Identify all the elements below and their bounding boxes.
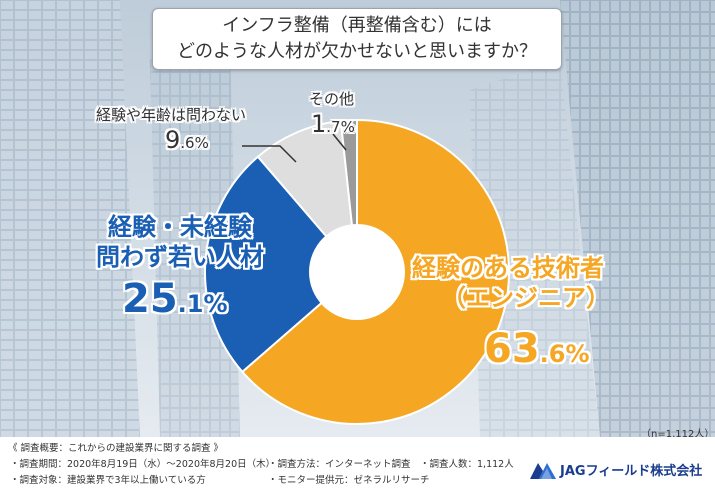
- pct-experienced-engineer: 63.6%: [484, 326, 590, 372]
- footer-period: ・調査期間：2020年8月19日（水）〜2020年8月20日（木）: [10, 459, 276, 470]
- footer-count: ・調査人数：1,112人: [420, 459, 514, 470]
- pct-other-int: 1: [311, 110, 327, 138]
- label-young-talent: 経験・未経験 問わず若い人材: [96, 212, 264, 272]
- pct-young-talent-dec: .1%: [177, 290, 228, 318]
- pct-young-talent: 25.1%: [122, 276, 228, 322]
- title-line-2: どのような人材が欠かせないと思いますか？: [177, 41, 537, 62]
- footer-heading: 《 調査概要：これからの建設業界に関する調査 》: [8, 443, 224, 454]
- jag-logo-icon: [530, 463, 556, 479]
- survey-footer: 《 調査概要：これからの建設業界に関する調査 》 ・調査期間：2020年8月19…: [0, 437, 715, 497]
- company-logo: JAGフィールド株式会社: [530, 459, 702, 479]
- pct-experienced-engineer-dec: .6%: [539, 340, 590, 368]
- slice-young-talent: [204, 155, 359, 374]
- pct-other-dec: .7%: [326, 118, 355, 136]
- leader-line-other: [332, 133, 347, 151]
- label-young-talent-line1: 経験・未経験: [108, 213, 252, 241]
- footer-target: ・調査対象：建設業界で3年以上働いている方: [10, 475, 206, 486]
- sample-size: （n=1,112人）: [641, 429, 715, 440]
- label-young-talent-line2: 問わず若い人材: [96, 243, 264, 271]
- donut-hole: [309, 224, 405, 320]
- label-no-requirement: 経験や年齢は問わない: [96, 106, 247, 124]
- footer-method: ・調査方法：インターネット調査: [268, 459, 411, 470]
- pct-other: 1.7%: [311, 110, 355, 138]
- label-experienced-engineer: 経験のある技術者 （エンジニア）: [412, 253, 610, 313]
- label-experienced-engineer-line2: （エンジニア）: [442, 284, 610, 312]
- pct-young-talent-int: 25: [122, 276, 178, 322]
- pct-experienced-engineer-int: 63: [484, 326, 540, 372]
- pct-no-requirement: 9.6%: [165, 126, 209, 154]
- pct-no-requirement-dec: .6%: [180, 134, 209, 152]
- label-experienced-engineer-line1: 経験のある技術者: [412, 254, 604, 282]
- footer-provider: ・モニター提供元：ゼネラルリサーチ: [268, 475, 430, 486]
- chart-title: インフラ整備（再整備含む）には どのような人材が欠かせないと思いますか？: [152, 8, 562, 70]
- company-name: JAGフィールド株式会社: [560, 463, 703, 479]
- label-other: その他: [309, 90, 355, 108]
- pct-no-requirement-int: 9: [165, 126, 181, 154]
- leader-line-no-requirement: [242, 145, 297, 163]
- title-line-1: インフラ整備（再整備含む）には: [222, 15, 492, 36]
